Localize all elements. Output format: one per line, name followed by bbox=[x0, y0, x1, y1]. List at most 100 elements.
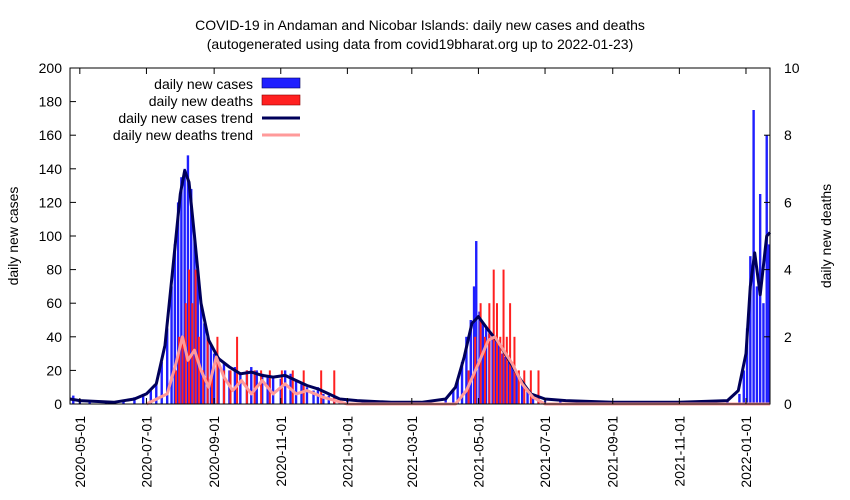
cases-bar-54 bbox=[444, 398, 447, 404]
deaths-bar-2 bbox=[181, 336, 184, 404]
deaths-bar-22 bbox=[320, 370, 323, 404]
legend: daily new cases daily new deaths daily n… bbox=[113, 76, 301, 143]
cases-bar-64 bbox=[484, 328, 488, 404]
deaths-bar-21 bbox=[302, 370, 305, 404]
y2-axis-label: daily new deaths bbox=[818, 184, 834, 288]
cases-bar-20 bbox=[199, 303, 203, 404]
deaths-bar-27 bbox=[483, 336, 486, 404]
cases-bar-19 bbox=[196, 269, 199, 404]
deaths-bar-4 bbox=[188, 269, 191, 404]
left-tick-label-10: 200 bbox=[39, 60, 63, 76]
cases-bar-55 bbox=[452, 390, 455, 404]
cases-bar-56 bbox=[456, 378, 459, 404]
cases-bar-12 bbox=[173, 244, 177, 404]
right-tick-label-3: 6 bbox=[784, 194, 792, 210]
cases-bar-97 bbox=[762, 303, 765, 404]
deaths-bar-18 bbox=[268, 370, 271, 404]
deaths-bar-6 bbox=[194, 269, 197, 404]
cases-bar-8 bbox=[155, 383, 158, 404]
deaths-bar-9 bbox=[206, 336, 209, 404]
left-tick-label-2: 40 bbox=[46, 329, 62, 345]
cases-bar-24 bbox=[212, 353, 216, 404]
right-tick-label-5: 10 bbox=[784, 60, 800, 76]
legend-swatch-cases bbox=[261, 77, 301, 89]
deaths-bar-0 bbox=[174, 370, 177, 404]
right-tick-label-0: 0 bbox=[784, 396, 792, 412]
left-axis-ticks: 0 20 40 60 80 100 120 140 160 180 200 bbox=[39, 60, 76, 412]
cases-bar-35 bbox=[271, 377, 275, 404]
cases-bar-41 bbox=[305, 387, 309, 404]
y-axis-label: daily new cases bbox=[5, 187, 21, 286]
cases-bar-34 bbox=[266, 375, 269, 404]
deaths-bar-26 bbox=[479, 303, 482, 404]
cases-trend-line bbox=[69, 169, 772, 404]
cases-bar-6 bbox=[141, 393, 145, 404]
cases-bar-90 bbox=[738, 393, 741, 404]
cases-bar-67 bbox=[494, 340, 498, 404]
deaths-bar-16 bbox=[253, 370, 256, 404]
legend-label-deaths-trend: daily new deaths trend bbox=[113, 127, 253, 143]
cases-bar-9 bbox=[160, 362, 163, 404]
x-tick-label-0: 2020-05-01 bbox=[72, 416, 88, 488]
cases-bar-15 bbox=[183, 168, 186, 404]
left-tick-label-6: 120 bbox=[39, 194, 63, 210]
left-tick-label-8: 160 bbox=[39, 127, 63, 143]
cases-bar-91 bbox=[742, 370, 745, 404]
cases-bar-28 bbox=[233, 367, 237, 404]
cases-bar-31 bbox=[250, 367, 253, 404]
cases-bar-40 bbox=[300, 383, 303, 404]
left-tick-label-1: 20 bbox=[46, 362, 62, 378]
right-tick-label-2: 4 bbox=[784, 262, 792, 278]
cases-bar-36 bbox=[279, 378, 282, 404]
left-tick-label-3: 60 bbox=[46, 295, 62, 311]
cases-bar-60 bbox=[472, 286, 476, 404]
cases-bar-96 bbox=[758, 194, 762, 404]
x-tick-label-5: 2021-03-01 bbox=[404, 416, 420, 488]
cases-bar-69 bbox=[501, 353, 504, 404]
legend-label-cases: daily new cases bbox=[154, 76, 253, 92]
cases-bar-75 bbox=[526, 390, 529, 404]
x-tick-label-3: 2020-11-01 bbox=[273, 416, 289, 487]
deaths-bar-23 bbox=[333, 370, 336, 404]
x-tick-label-10: 2022-01-01 bbox=[738, 416, 754, 488]
deaths-bar-36 bbox=[517, 370, 520, 404]
right-axis-ticks: 0 2 4 6 8 10 bbox=[764, 60, 800, 412]
x-tick-label-2: 2020-09-01 bbox=[206, 416, 222, 488]
x-tick-label-6: 2021-05-01 bbox=[470, 416, 486, 488]
cases-bar-17 bbox=[190, 188, 193, 404]
cases-bar-76 bbox=[531, 395, 535, 404]
deaths-bar-38 bbox=[529, 370, 532, 404]
cases-bar-5 bbox=[133, 397, 136, 404]
x-tick-label-7: 2021-07-01 bbox=[537, 416, 553, 488]
cases-bar-14 bbox=[180, 177, 183, 404]
cases-bar-2 bbox=[88, 402, 91, 404]
left-tick-label-7: 140 bbox=[39, 161, 63, 177]
cases-bar-93 bbox=[749, 256, 752, 404]
cases-bar-92 bbox=[745, 328, 749, 404]
cases-bar-73 bbox=[515, 373, 518, 404]
cases-bar-61 bbox=[475, 241, 478, 404]
cases-bar-21 bbox=[203, 323, 206, 404]
deaths-bar-34 bbox=[509, 303, 512, 404]
legend-label-cases-trend: daily new cases trend bbox=[118, 110, 253, 126]
cases-bar-79 bbox=[559, 400, 562, 404]
left-tick-label-5: 100 bbox=[39, 228, 63, 244]
deaths-trend-line bbox=[145, 335, 770, 406]
cases-bar-68 bbox=[497, 345, 501, 404]
deaths-bar-28 bbox=[488, 303, 491, 404]
deaths-bar-12 bbox=[222, 370, 225, 404]
deaths-bar-33 bbox=[505, 336, 508, 404]
deaths-bar-1 bbox=[178, 336, 181, 404]
cases-bar-44 bbox=[322, 393, 325, 404]
left-tick-label-0: 0 bbox=[54, 396, 62, 412]
cases-bar-33 bbox=[260, 373, 264, 404]
cases-bar-71 bbox=[507, 362, 511, 404]
x-tick-label-8: 2021-09-01 bbox=[605, 416, 621, 488]
chart-subtitle: (autogenerated using data from covid19bh… bbox=[207, 36, 634, 52]
left-tick-label-4: 80 bbox=[46, 262, 62, 278]
deaths-bar-10 bbox=[210, 370, 213, 404]
cases-bar-42 bbox=[312, 390, 315, 404]
cases-bar-29 bbox=[239, 373, 242, 404]
cases-bar-10 bbox=[165, 328, 169, 404]
x-tick-label-9: 2021-11-01 bbox=[671, 416, 687, 487]
